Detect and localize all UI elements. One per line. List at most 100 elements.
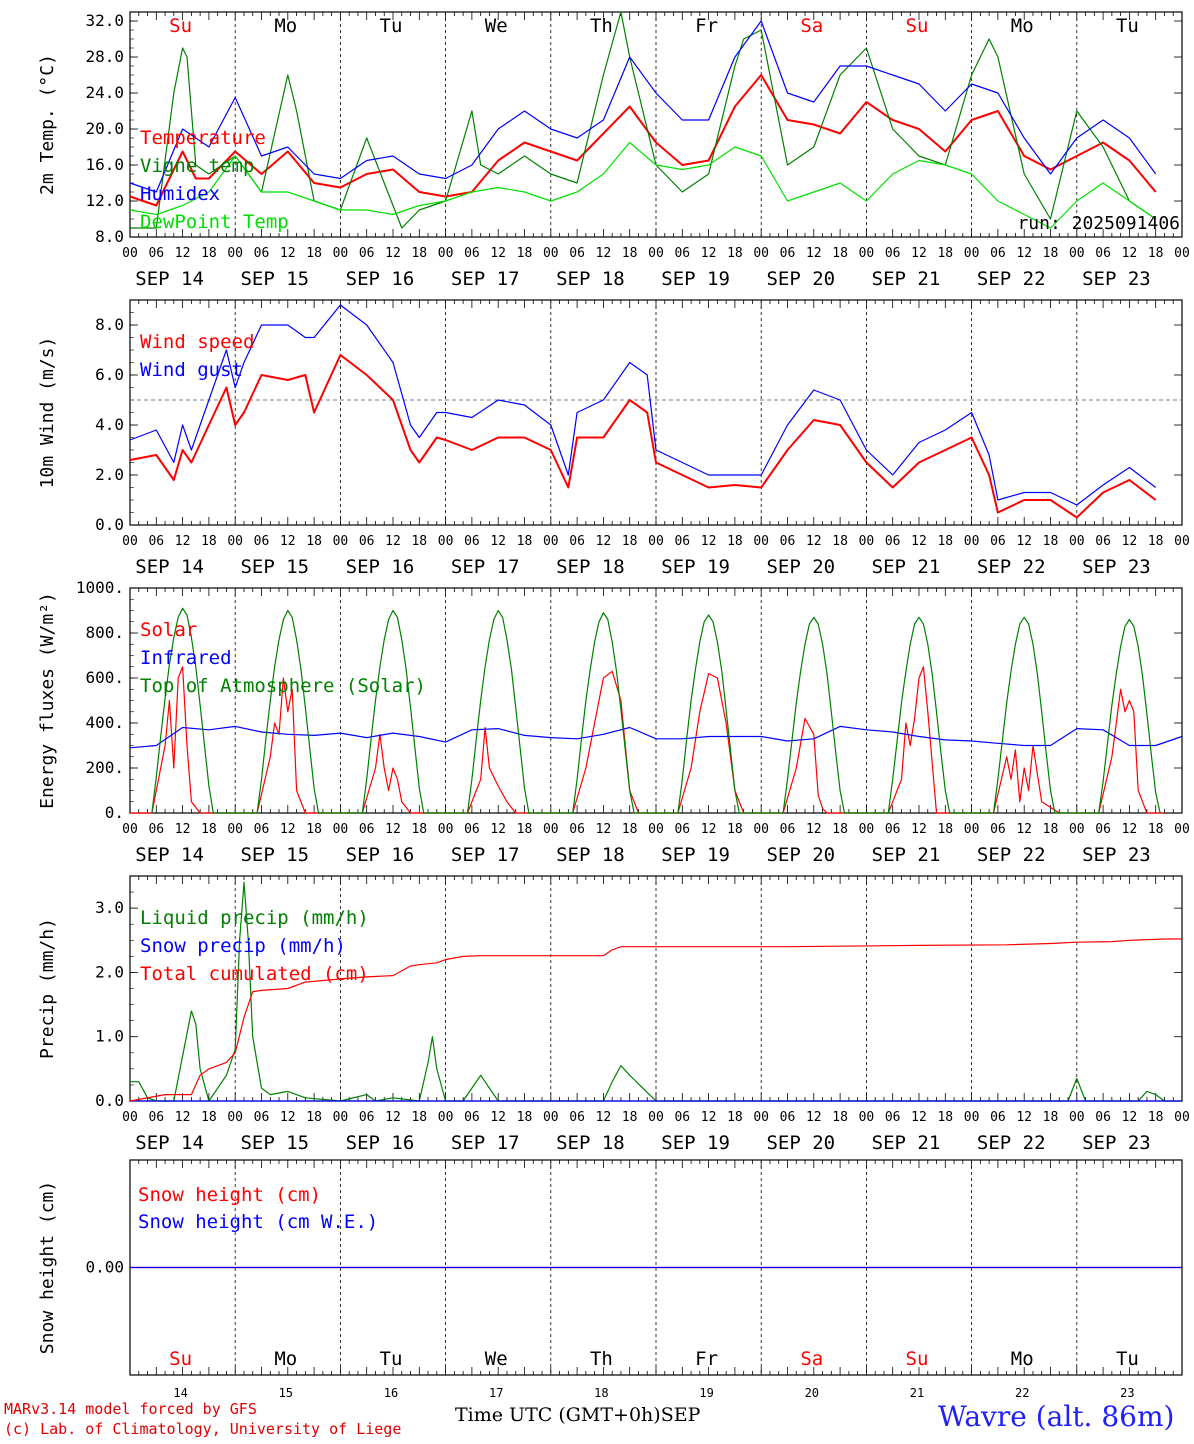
hour-label: 00 (333, 534, 349, 549)
hour-label: 06 (1095, 246, 1111, 261)
date-label: SEP 19 (661, 556, 730, 578)
hour-label: 06 (569, 534, 585, 549)
legend-entry: Snow height (cm W.E.) (138, 1211, 378, 1233)
hour-label: 06 (569, 1110, 585, 1125)
hour-label: 12 (596, 1110, 612, 1125)
date-label: SEP 15 (240, 268, 309, 290)
hour-label: 18 (832, 822, 848, 837)
hour-label: 00 (753, 246, 769, 261)
hour-label: 00 (227, 534, 243, 549)
hour-label: 06 (464, 1110, 480, 1125)
date-label: SEP 20 (766, 844, 835, 866)
y-tick-label: 3.0 (95, 898, 124, 917)
date-label: SEP 15 (240, 1132, 309, 1154)
hour-label: 00 (1069, 534, 1085, 549)
weekday-label: Tu (380, 15, 403, 37)
series-line-top-of-atmosphere-solar- (151, 607, 1161, 814)
weekday-label: Mo (274, 1348, 297, 1370)
hour-label: 06 (148, 1110, 164, 1125)
hour-label: 06 (254, 534, 270, 549)
hour-label: 12 (175, 1110, 191, 1125)
y-tick-label: 200. (85, 758, 124, 777)
date-label: SEP 23 (1082, 268, 1151, 290)
y-tick-label: 8.0 (95, 315, 124, 334)
legend-entry: Snow precip (mm/h) (140, 935, 346, 957)
hour-label: 12 (596, 534, 612, 549)
day-number: 21 (910, 1386, 924, 1400)
hour-label: 12 (1122, 534, 1138, 549)
day-number: 23 (1120, 1386, 1134, 1400)
hour-label: 00 (964, 822, 980, 837)
weekday-label: Su (169, 1348, 192, 1370)
hour-label: 06 (569, 822, 585, 837)
hour-label: 18 (1043, 1110, 1059, 1125)
y-tick-label: 2.0 (95, 465, 124, 484)
y-tick-label: 4.0 (95, 415, 124, 434)
date-label: SEP 14 (135, 556, 204, 578)
hour-label: 18 (201, 534, 217, 549)
y-axis-label: Precip (mm/h) (37, 918, 58, 1059)
hour-label: 00 (1174, 246, 1190, 261)
hour-label: 06 (990, 534, 1006, 549)
y-tick-label: 6.0 (95, 365, 124, 384)
weekday-label: Tu (1116, 15, 1139, 37)
hour-label: 18 (622, 822, 638, 837)
hour-label: 12 (1016, 822, 1032, 837)
weekday-label: Tu (380, 1348, 403, 1370)
hour-label: 00 (438, 534, 454, 549)
hour-label: 18 (1043, 822, 1059, 837)
hour-label: 18 (306, 1110, 322, 1125)
hour-label: 12 (1122, 822, 1138, 837)
weekday-label: Su (906, 15, 929, 37)
hour-label: 00 (964, 246, 980, 261)
date-label: SEP 15 (240, 556, 309, 578)
hour-label: 18 (411, 822, 427, 837)
hour-label: 00 (1069, 246, 1085, 261)
y-tick-label: 0.00 (85, 1258, 124, 1277)
day-number: 22 (1015, 1386, 1029, 1400)
y-axis-label: Snow height (cm) (37, 1181, 58, 1354)
legend-entry: Total cumulated (cm) (140, 963, 369, 985)
hour-label: 00 (753, 822, 769, 837)
date-label: SEP 23 (1082, 844, 1151, 866)
y-tick-label: 28.0 (85, 47, 124, 66)
hour-label: 18 (306, 246, 322, 261)
hour-label: 06 (569, 246, 585, 261)
y-tick-label: 1000. (76, 578, 124, 597)
y-tick-label: 32.0 (85, 11, 124, 30)
date-label: SEP 23 (1082, 556, 1151, 578)
date-label: SEP 20 (766, 556, 835, 578)
hour-label: 18 (1148, 246, 1164, 261)
hour-label: 00 (753, 1110, 769, 1125)
hour-label: 00 (122, 822, 138, 837)
station-name: Wavre (alt. 86m) (938, 1400, 1175, 1433)
date-label: SEP 22 (977, 556, 1046, 578)
hour-label: 12 (385, 822, 401, 837)
x-axis-label: Time UTC (GMT+0h) (455, 1404, 661, 1426)
hour-label: 06 (674, 534, 690, 549)
hour-label: 00 (1174, 822, 1190, 837)
hour-label: 00 (1174, 534, 1190, 549)
weekday-label: Fr (695, 15, 718, 37)
hour-label: 12 (1016, 534, 1032, 549)
hour-label: 06 (254, 246, 270, 261)
month-label: SEP (660, 1404, 701, 1426)
hour-label: 12 (280, 246, 296, 261)
weekday-label: Mo (274, 15, 297, 37)
legend-entry: Humidex (140, 183, 220, 205)
y-tick-label: 16.0 (85, 155, 124, 174)
hour-label: 18 (306, 534, 322, 549)
hour-label: 12 (1016, 246, 1032, 261)
series-line-vigne-temp (130, 11, 1157, 229)
hour-label: 00 (964, 534, 980, 549)
hour-label: 00 (859, 822, 875, 837)
hour-label: 12 (280, 534, 296, 549)
hour-label: 00 (648, 534, 664, 549)
weekday-label: We (485, 1348, 508, 1370)
legend-entry: Vigne temp (140, 155, 254, 177)
date-label: SEP 18 (556, 844, 625, 866)
hour-label: 06 (780, 822, 796, 837)
weekday-label: Tu (1116, 1348, 1139, 1370)
hour-label: 06 (359, 1110, 375, 1125)
